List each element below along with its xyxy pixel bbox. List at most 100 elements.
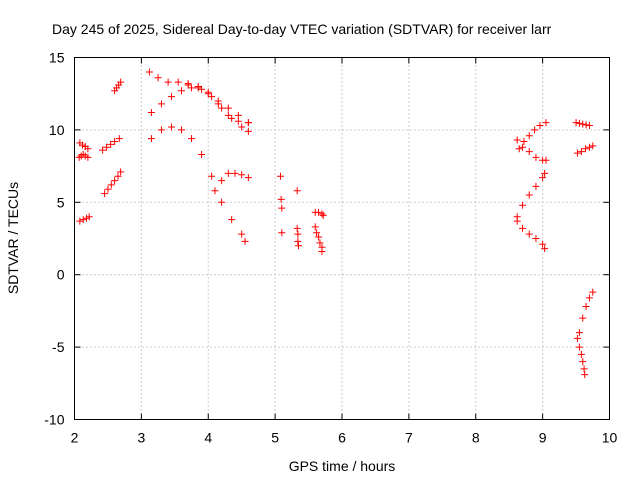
data-point <box>525 191 533 199</box>
data-point <box>167 123 175 131</box>
grid <box>74 57 610 420</box>
data-point <box>577 148 585 156</box>
data-point <box>581 145 589 153</box>
data-point <box>117 168 125 176</box>
data-point <box>525 230 533 238</box>
data-point <box>198 85 206 93</box>
data-point <box>198 151 206 159</box>
data-point <box>539 240 547 248</box>
data-point <box>582 121 590 129</box>
data-point <box>319 211 327 219</box>
data-point <box>214 100 222 108</box>
data-point <box>531 126 539 134</box>
data-point <box>115 135 123 143</box>
y-tick-label: 5 <box>57 194 65 210</box>
data-point <box>277 195 285 203</box>
data-point <box>117 78 125 86</box>
y-tick-label: -10 <box>44 412 64 428</box>
data-point <box>573 149 581 157</box>
data-point <box>79 216 87 224</box>
data-point <box>532 235 540 242</box>
data-point <box>157 100 165 108</box>
data-point <box>111 177 119 185</box>
data-point <box>293 224 301 232</box>
series-arc-u <box>573 142 597 157</box>
series-arc-e <box>101 168 125 198</box>
data-point <box>228 216 236 224</box>
data-point <box>525 132 533 140</box>
data-point <box>164 78 172 86</box>
data-point <box>572 119 580 127</box>
y-tick-labels: -10 -5 0 5 10 15 <box>44 50 64 428</box>
data-point <box>575 119 583 127</box>
data-point <box>519 143 527 151</box>
series-arc-q <box>515 119 550 153</box>
x-tick-label: 6 <box>338 430 346 446</box>
x-tick-label: 9 <box>539 430 547 446</box>
x-tick-label: 3 <box>137 430 145 446</box>
data-point <box>519 224 527 232</box>
data-point <box>318 210 326 218</box>
data-point <box>147 135 155 143</box>
data-point <box>525 148 533 156</box>
x-tick-label: 10 <box>602 430 618 446</box>
y-tick-label: 0 <box>57 267 65 283</box>
data-point <box>318 248 326 256</box>
data-point <box>541 245 549 253</box>
data-point <box>315 208 323 216</box>
series-arc-v <box>575 288 597 337</box>
data-point <box>241 237 249 245</box>
data-point <box>103 143 111 151</box>
data-point <box>244 119 252 127</box>
series-arc-h <box>147 84 252 135</box>
data-point <box>532 153 540 161</box>
data-point <box>542 119 550 127</box>
data-point <box>224 169 232 177</box>
data-point <box>111 137 119 145</box>
series-arc-r <box>513 169 549 221</box>
data-point <box>178 87 185 95</box>
data-point <box>293 187 301 195</box>
data-point <box>204 88 212 96</box>
data-point <box>580 365 588 373</box>
series-arc-f <box>111 78 125 95</box>
y-tick-label: 10 <box>49 122 65 138</box>
data-point <box>519 201 527 209</box>
data-point <box>228 114 236 122</box>
data-point <box>515 145 523 153</box>
data-point <box>194 82 202 90</box>
series-arc-w <box>573 334 589 379</box>
series-arc-s <box>513 217 549 253</box>
data-point <box>224 111 232 119</box>
data-point <box>295 242 303 250</box>
x-axis-title: GPS time / hours <box>289 458 396 474</box>
series-arc-t <box>572 119 593 130</box>
series-arc-b <box>75 151 92 161</box>
series-arc-n <box>311 208 327 219</box>
data-point <box>224 104 232 112</box>
series-arc-c <box>76 213 93 225</box>
data-point <box>577 350 585 358</box>
data-point <box>154 74 162 82</box>
data-point <box>589 288 597 296</box>
x-tick-label: 7 <box>405 430 413 446</box>
data-point <box>188 135 196 143</box>
x-tick-label: 2 <box>71 430 79 446</box>
series-arc-i <box>184 81 252 127</box>
data-point <box>218 104 226 112</box>
x-tick-label: 5 <box>271 430 279 446</box>
data-point <box>311 223 319 231</box>
series-arc-p <box>513 136 550 164</box>
y-axis-title: SDTVAR / TECUs <box>5 182 21 294</box>
data-point <box>178 126 185 134</box>
data-point <box>107 181 115 189</box>
series-arc-a <box>76 139 92 153</box>
data-point <box>581 371 589 379</box>
data-point <box>231 169 239 177</box>
data-point <box>579 358 587 366</box>
y-tick-label: 15 <box>49 50 65 66</box>
data-point <box>76 217 84 225</box>
data-point <box>238 230 246 238</box>
data-point <box>520 137 528 145</box>
data-point <box>208 172 216 180</box>
